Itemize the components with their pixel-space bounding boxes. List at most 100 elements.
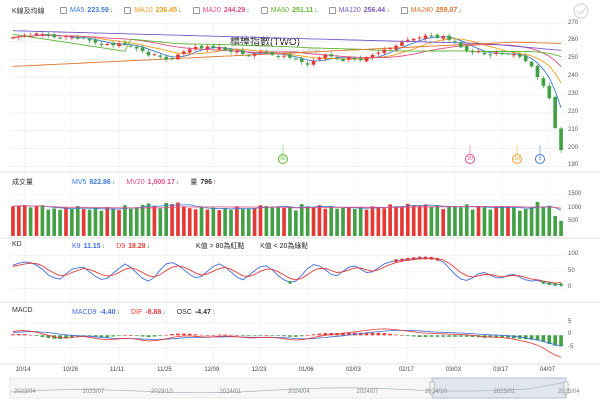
volume-bar (317, 205, 322, 236)
candle-body (535, 65, 540, 77)
volume-bar (400, 206, 404, 236)
ma-legend-item[interactable]: MA5 223.59 ↓ (60, 6, 113, 14)
x-tick-label: 10/28 (62, 367, 78, 373)
dif-line (12, 328, 562, 358)
ma-cross-marker[interactable]: 10 (512, 154, 522, 164)
volume-legend-value: 796 (200, 178, 213, 186)
ma-legend-item[interactable]: MA10 236.45 ↓ (124, 6, 182, 14)
legend-checkbox[interactable] (260, 6, 268, 14)
volume-bar (323, 208, 328, 236)
osc-bar (435, 335, 440, 337)
candle-body (229, 49, 233, 52)
volume-bar (476, 206, 481, 236)
x-tick-label: 04/07 (540, 367, 556, 373)
x-tick-label: 01/06 (298, 367, 314, 373)
legend-checkbox[interactable] (124, 6, 132, 14)
price-tick-label: 270 (568, 19, 579, 26)
candle-body (223, 47, 227, 51)
candle-body (411, 38, 416, 41)
range-tick-label: 2025/04 (558, 389, 580, 395)
legend-checkbox[interactable] (60, 6, 67, 14)
volume-bar (276, 206, 280, 236)
volume-bar (447, 206, 451, 236)
volume-bar (529, 207, 534, 236)
candle-body (376, 52, 381, 54)
ma-legend-item[interactable]: MA60 251.11 ↓ (260, 6, 318, 14)
osc-bar (240, 335, 245, 336)
volume-bar (40, 205, 45, 236)
ma-legend-item[interactable]: MA240 259.07 ↓ (400, 6, 462, 14)
legend-checkbox[interactable] (400, 6, 408, 14)
ma-legend-value: 244.29 (223, 6, 246, 14)
trend-arrow-icon: ↓ (314, 6, 318, 14)
kd-green-dot (288, 280, 292, 284)
candle-body (464, 46, 469, 51)
candle-body (240, 50, 245, 55)
price-panel-title: K線及均線 (12, 8, 45, 15)
price-tick-label: 220 (568, 108, 579, 115)
candle-body (128, 45, 133, 47)
candle-body (217, 47, 222, 50)
candle-body (294, 58, 298, 60)
volume-bar (22, 205, 27, 236)
ma-legend-item[interactable]: MA20 244.29 ↓ (192, 6, 250, 14)
ma-cross-marker[interactable]: 5 (535, 154, 545, 164)
kd-red-dot (400, 258, 404, 262)
candle-body (476, 51, 481, 53)
osc-bar (553, 335, 557, 346)
osc-bar (382, 333, 387, 336)
volume-bar (282, 207, 286, 236)
osc-bar (117, 335, 121, 336)
ma-legend-item[interactable]: MA120 256.44 ↓ (328, 6, 390, 14)
osc-bar (294, 335, 298, 337)
ma-cross-marker[interactable]: 60 (278, 154, 288, 164)
ma-cross-marker[interactable]: 20 (465, 154, 475, 164)
osc-bar (170, 334, 174, 336)
candle-body (517, 54, 522, 57)
ma-lines (12, 30, 562, 108)
osc-bar (199, 334, 204, 336)
candle-body (323, 54, 328, 59)
osc-bar (187, 333, 192, 336)
kd-red-dot (423, 256, 428, 260)
legend-checkbox[interactable] (328, 6, 336, 14)
ma-legend-label: MA240 (410, 6, 433, 14)
candle-body (258, 51, 263, 53)
candle-body (541, 78, 546, 86)
osc-bar (134, 335, 139, 336)
volume-bar (494, 206, 499, 236)
candle-body (276, 56, 280, 58)
volume-bar (364, 209, 369, 236)
candle-body (211, 45, 216, 48)
ma-legend-label: MA20 (202, 6, 221, 14)
volume-bar (235, 206, 239, 236)
volume-bar (305, 206, 310, 236)
candle-body (299, 58, 304, 62)
osc-bar (506, 335, 510, 338)
osc-bar (500, 335, 504, 338)
volume-legend-label: 量 (190, 179, 198, 186)
macd-legend-item: MACD9 -4.40 ↓ (72, 309, 120, 316)
trend-arrow-icon: ↓ (116, 308, 120, 316)
legend-checkbox[interactable] (192, 6, 200, 14)
volume-bar (170, 204, 174, 236)
candle-body (370, 55, 375, 58)
range-selector (9, 145, 569, 399)
candle-body (46, 34, 51, 36)
volume-bar (64, 207, 68, 236)
volume-bar (264, 206, 269, 236)
osc-bar (28, 334, 33, 336)
candle-body (81, 37, 86, 39)
volume-bar (105, 207, 110, 236)
osc-bar (22, 334, 27, 336)
candle-body (400, 42, 404, 46)
volume-bar (52, 208, 57, 236)
chart-grid (0, 20, 600, 365)
osc-bar (158, 335, 163, 336)
kd-green-dot (553, 282, 557, 286)
price-tick-label: 230 (568, 91, 579, 97)
osc-bar (523, 335, 528, 340)
candle-body (405, 39, 410, 41)
kd-legend-item: D9 18.28 ↓ (116, 243, 150, 250)
